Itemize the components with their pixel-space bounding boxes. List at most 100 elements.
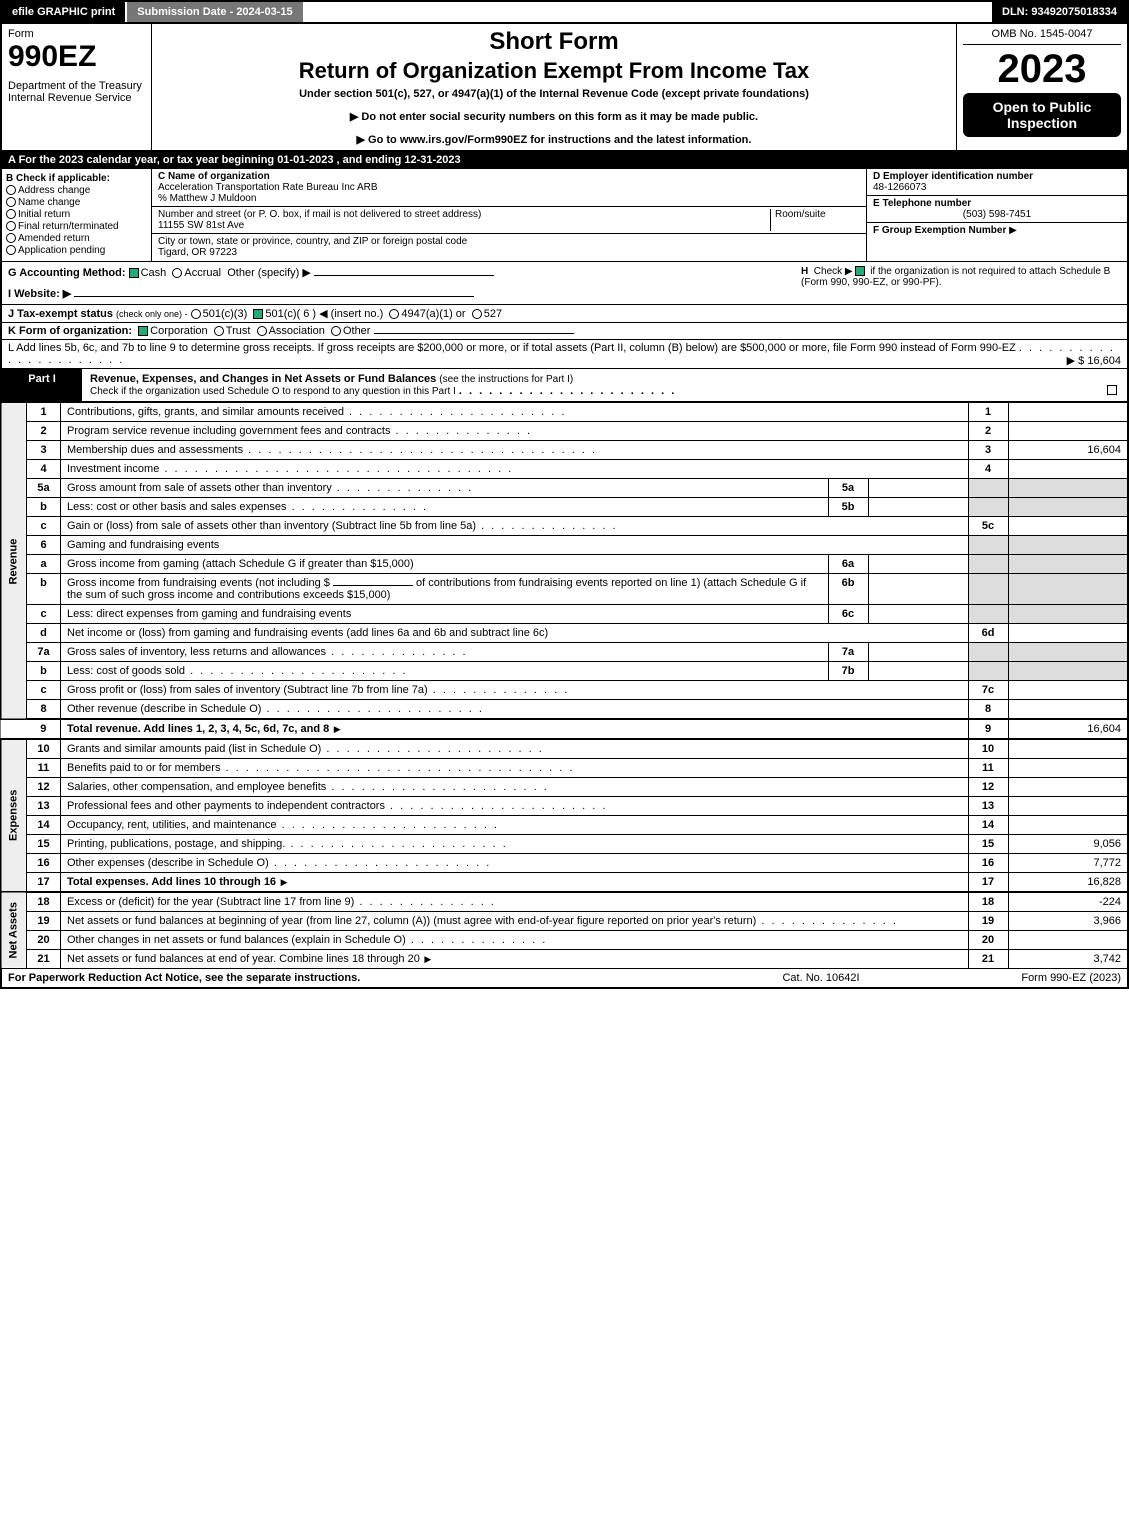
line-5a-inset-val bbox=[868, 479, 968, 498]
addr-label: Number and street (or P. O. box, if mail… bbox=[158, 209, 481, 220]
efile-print-button[interactable]: efile GRAPHIC print bbox=[2, 2, 127, 22]
topbar-spacer bbox=[305, 2, 992, 22]
street-address: 11155 SW 81st Ave bbox=[158, 220, 244, 231]
line-18-desc: Excess or (deficit) for the year (Subtra… bbox=[67, 896, 354, 908]
check-amended-return[interactable]: Amended return bbox=[6, 233, 147, 244]
check-527[interactable] bbox=[472, 309, 482, 319]
paperwork-notice: For Paperwork Reduction Act Notice, see … bbox=[8, 972, 721, 984]
short-form-title: Short Form bbox=[158, 28, 950, 56]
line-6a-desc: Gross income from gaming (attach Schedul… bbox=[67, 558, 414, 570]
expenses-vertical-label: Expenses bbox=[1, 739, 27, 892]
section-l-text: L Add lines 5b, 6c, and 7b to line 9 to … bbox=[8, 342, 1016, 354]
return-title: Return of Organization Exempt From Incom… bbox=[158, 58, 950, 84]
section-k-label: K Form of organization: bbox=[8, 325, 132, 337]
section-a-tax-year: A For the 2023 calendar year, or tax yea… bbox=[0, 152, 1129, 169]
dln-label: DLN: 93492075018334 bbox=[992, 2, 1127, 22]
section-h: H Check ▶ if the organization is not req… bbox=[801, 266, 1121, 300]
line-9-desc: Total revenue. Add lines 1, 2, 3, 4, 5c,… bbox=[67, 723, 329, 735]
check-final-return[interactable]: Final return/terminated bbox=[6, 221, 147, 232]
check-trust[interactable] bbox=[214, 326, 224, 336]
section-d-label: D Employer identification number bbox=[873, 171, 1033, 182]
line-7a-inset-val bbox=[868, 643, 968, 662]
header-left: Form 990EZ Department of the Treasury In… bbox=[2, 24, 152, 150]
department-label: Department of the Treasury Internal Reve… bbox=[8, 80, 145, 104]
line-6c-desc: Less: direct expenses from gaming and fu… bbox=[67, 608, 351, 620]
section-h-letter: H bbox=[801, 266, 808, 277]
check-cash[interactable] bbox=[129, 268, 139, 278]
section-b-label: B Check if applicable: bbox=[6, 173, 147, 184]
part-1-check-text: Check if the organization used Schedule … bbox=[90, 386, 456, 397]
line-6b-inset-val bbox=[868, 574, 968, 605]
form-header: Form 990EZ Department of the Treasury In… bbox=[0, 24, 1129, 152]
line-6-desc: Gaming and fundraising events bbox=[67, 539, 219, 551]
form-ref: Form 990-EZ (2023) bbox=[921, 972, 1121, 984]
submission-date-button[interactable]: Submission Date - 2024-03-15 bbox=[127, 2, 304, 22]
check-501c[interactable] bbox=[253, 309, 263, 319]
sections-g-h: G Accounting Method: Cash Accrual Other … bbox=[0, 262, 1129, 305]
section-k: K Form of organization: Corporation Trus… bbox=[0, 323, 1129, 340]
section-g-label: G Accounting Method: bbox=[8, 267, 126, 279]
check-schedule-b-not-required[interactable] bbox=[855, 266, 865, 276]
line-8-desc: Other revenue (describe in Schedule O) bbox=[67, 703, 261, 715]
line-1-val bbox=[1008, 403, 1128, 422]
cat-no: Cat. No. 10642I bbox=[721, 972, 921, 984]
line-4-desc: Investment income bbox=[67, 463, 159, 475]
line-5c-val bbox=[1008, 517, 1128, 536]
line-21-desc: Net assets or fund balances at end of ye… bbox=[67, 953, 420, 965]
line-7b-inset-val bbox=[868, 662, 968, 681]
line-5c-desc: Gain or (loss) from sale of assets other… bbox=[67, 520, 476, 532]
section-h-check-text: Check ▶ bbox=[814, 266, 853, 277]
line-7c-val bbox=[1008, 681, 1128, 700]
check-other-org[interactable] bbox=[331, 326, 341, 336]
line-14-val bbox=[1008, 816, 1128, 835]
line-6c-inset-val bbox=[868, 605, 968, 624]
section-f-arrow: ▶ bbox=[1009, 225, 1017, 236]
line-5b-desc: Less: cost or other basis and sales expe… bbox=[67, 501, 287, 513]
check-4947a1[interactable] bbox=[389, 309, 399, 319]
line-14-desc: Occupancy, rent, utilities, and maintena… bbox=[67, 819, 277, 831]
line-6d-val bbox=[1008, 624, 1128, 643]
line-8-val bbox=[1008, 700, 1128, 720]
check-association[interactable] bbox=[257, 326, 267, 336]
header-center: Short Form Return of Organization Exempt… bbox=[152, 24, 957, 150]
note-ssn: ▶ Do not enter social security numbers o… bbox=[158, 110, 950, 123]
check-application-pending[interactable]: Application pending bbox=[6, 245, 147, 256]
line-9-val: 16,604 bbox=[1008, 719, 1128, 739]
line-15-desc: Printing, publications, postage, and shi… bbox=[67, 838, 285, 850]
org-name: Acceleration Transportation Rate Bureau … bbox=[158, 182, 378, 193]
ein-value: 48-1266073 bbox=[873, 182, 926, 193]
check-501c3[interactable] bbox=[191, 309, 201, 319]
note-link: ▶ Go to www.irs.gov/Form990EZ for instru… bbox=[158, 133, 950, 146]
check-name-change[interactable]: Name change bbox=[6, 197, 147, 208]
check-address-change[interactable]: Address change bbox=[6, 185, 147, 196]
section-g: G Accounting Method: Cash Accrual Other … bbox=[8, 266, 801, 300]
check-schedule-o-part1[interactable] bbox=[1107, 385, 1117, 395]
line-2-desc: Program service revenue including govern… bbox=[67, 425, 390, 437]
form-number: 990EZ bbox=[8, 40, 145, 74]
sections-d-e-f: D Employer identification number 48-1266… bbox=[867, 169, 1127, 261]
section-i-label: I Website: ▶ bbox=[8, 288, 71, 300]
check-initial-return[interactable]: Initial return bbox=[6, 209, 147, 220]
room-suite-label: Room/suite bbox=[775, 209, 826, 220]
line-2-val bbox=[1008, 422, 1128, 441]
line-10-desc: Grants and similar amounts paid (list in… bbox=[67, 743, 321, 755]
website-field[interactable] bbox=[74, 296, 474, 297]
header-right: OMB No. 1545-0047 2023 Open to Public In… bbox=[957, 24, 1127, 150]
line-18-val: -224 bbox=[1008, 892, 1128, 912]
line-21-val: 3,742 bbox=[1008, 950, 1128, 969]
city-label: City or town, state or province, country… bbox=[158, 236, 467, 247]
gross-receipts-value: ▶ $ 16,604 bbox=[1067, 354, 1121, 367]
line-16-val: 7,772 bbox=[1008, 854, 1128, 873]
line-17-val: 16,828 bbox=[1008, 873, 1128, 893]
line-5b-inset-val bbox=[868, 498, 968, 517]
line-7c-desc: Gross profit or (loss) from sales of inv… bbox=[67, 684, 428, 696]
subtitle: Under section 501(c), 527, or 4947(a)(1)… bbox=[158, 88, 950, 100]
check-corporation[interactable] bbox=[138, 326, 148, 336]
line-17-desc: Total expenses. Add lines 10 through 16 bbox=[67, 876, 276, 888]
line-12-desc: Salaries, other compensation, and employ… bbox=[67, 781, 326, 793]
check-accrual[interactable] bbox=[172, 268, 182, 278]
line-6a-inset-val bbox=[868, 555, 968, 574]
page-footer: For Paperwork Reduction Act Notice, see … bbox=[0, 969, 1129, 989]
part-1-header: Part I Revenue, Expenses, and Changes in… bbox=[0, 369, 1129, 402]
sections-b-through-f: B Check if applicable: Address change Na… bbox=[0, 169, 1129, 262]
